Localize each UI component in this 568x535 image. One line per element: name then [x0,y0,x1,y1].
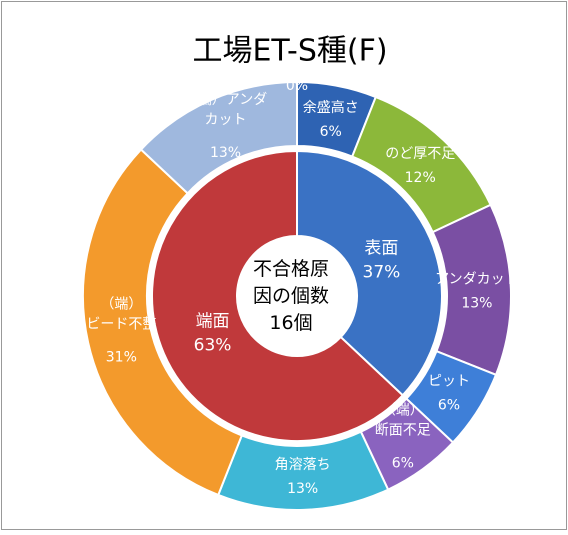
outer-value-label: 6% [438,397,460,413]
outer-value-label: 6% [392,456,414,472]
outer-value-label: 31% [106,349,137,365]
inner-value-label: 37% [363,262,401,282]
outer-value-label: 6% [320,124,342,140]
outer-label: アンダカット [435,271,518,287]
outer-value-label: 12% [405,170,436,186]
outer-label: （端）ビード不整 [86,296,156,332]
outer-label: 角溶落ち [275,457,331,473]
outer-label: 余盛高さ [303,99,359,116]
outer-value-label: 13% [210,145,241,161]
chart-title: 工場ET-S種(F) [192,34,387,69]
inner-segment [150,149,405,442]
inner-value-label: 63% [194,336,232,356]
outer-value-label: 0% [286,78,308,94]
outer-label: （端）断面不足 [375,403,431,439]
labels: 表面 37% 端面 63% 余盛高さ 6% のど厚不足 12% アンダカット 13% ピット 6% （端… [86,78,518,497]
inner-label: 表面 [364,238,398,258]
outer-value-label: 13% [287,481,318,497]
rings [82,80,512,511]
center-hole [239,238,355,354]
outer-segment [139,80,298,195]
center-text: 不合格原因の個数 16個 [253,258,329,334]
inner-segment [296,149,443,397]
outer-label: ピット [428,373,470,389]
outer-label: のど厚不足 [385,146,455,162]
inner-label: 端面 [196,312,230,332]
outer-segment [82,148,244,497]
outer-value-label: 13% [461,295,492,311]
outer-label: （端）アンダカット [184,92,267,128]
